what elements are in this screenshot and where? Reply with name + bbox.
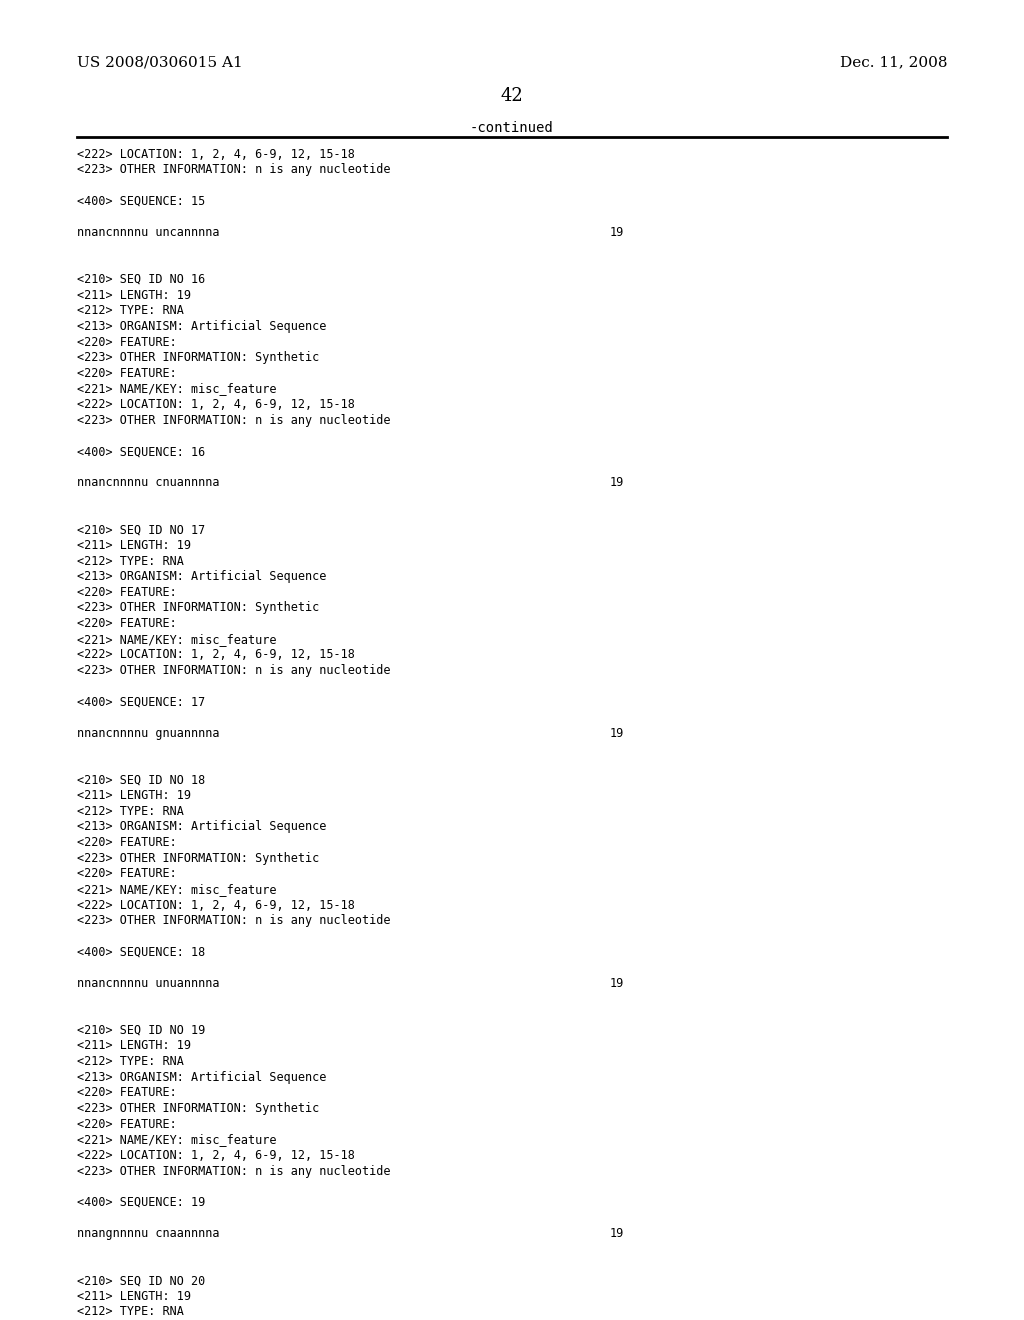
Text: 42: 42: [501, 87, 523, 106]
Text: nnangnnnnu cnaannnna: nnangnnnnu cnaannnna: [77, 1228, 219, 1239]
Text: <212> TYPE: RNA: <212> TYPE: RNA: [77, 805, 183, 818]
Text: 19: 19: [609, 1228, 624, 1239]
Text: nnancnnnnu gnuannnna: nnancnnnnu gnuannnna: [77, 726, 219, 739]
Text: <212> TYPE: RNA: <212> TYPE: RNA: [77, 554, 183, 568]
Text: <400> SEQUENCE: 16: <400> SEQUENCE: 16: [77, 445, 205, 458]
Text: <223> OTHER INFORMATION: n is any nucleotide: <223> OTHER INFORMATION: n is any nucleo…: [77, 915, 390, 927]
Text: <211> LENGTH: 19: <211> LENGTH: 19: [77, 789, 190, 803]
Text: <220> FEATURE:: <220> FEATURE:: [77, 1118, 176, 1131]
Text: <223> OTHER INFORMATION: Synthetic: <223> OTHER INFORMATION: Synthetic: [77, 602, 319, 614]
Text: <212> TYPE: RNA: <212> TYPE: RNA: [77, 304, 183, 317]
Text: <211> LENGTH: 19: <211> LENGTH: 19: [77, 539, 190, 552]
Text: 19: 19: [609, 226, 624, 239]
Text: Dec. 11, 2008: Dec. 11, 2008: [840, 55, 947, 70]
Text: <400> SEQUENCE: 17: <400> SEQUENCE: 17: [77, 696, 205, 709]
Text: <400> SEQUENCE: 19: <400> SEQUENCE: 19: [77, 1196, 205, 1209]
Text: <223> OTHER INFORMATION: n is any nucleotide: <223> OTHER INFORMATION: n is any nucleo…: [77, 664, 390, 677]
Text: <220> FEATURE:: <220> FEATURE:: [77, 367, 176, 380]
Text: 19: 19: [609, 477, 624, 490]
Text: <220> FEATURE:: <220> FEATURE:: [77, 586, 176, 599]
Text: <400> SEQUENCE: 15: <400> SEQUENCE: 15: [77, 195, 205, 207]
Text: <211> LENGTH: 19: <211> LENGTH: 19: [77, 289, 190, 301]
Text: <211> LENGTH: 19: <211> LENGTH: 19: [77, 1290, 190, 1303]
Text: 19: 19: [609, 977, 624, 990]
Text: <213> ORGANISM: Artificial Sequence: <213> ORGANISM: Artificial Sequence: [77, 1071, 327, 1084]
Text: <210> SEQ ID NO 20: <210> SEQ ID NO 20: [77, 1274, 205, 1287]
Text: <212> TYPE: RNA: <212> TYPE: RNA: [77, 1305, 183, 1319]
Text: <220> FEATURE:: <220> FEATURE:: [77, 618, 176, 630]
Text: <222> LOCATION: 1, 2, 4, 6-9, 12, 15-18: <222> LOCATION: 1, 2, 4, 6-9, 12, 15-18: [77, 1148, 354, 1162]
Text: <210> SEQ ID NO 16: <210> SEQ ID NO 16: [77, 273, 205, 286]
Text: <220> FEATURE:: <220> FEATURE:: [77, 1086, 176, 1100]
Text: <223> OTHER INFORMATION: Synthetic: <223> OTHER INFORMATION: Synthetic: [77, 1102, 319, 1115]
Text: <221> NAME/KEY: misc_feature: <221> NAME/KEY: misc_feature: [77, 883, 276, 896]
Text: <220> FEATURE:: <220> FEATURE:: [77, 867, 176, 880]
Text: <223> OTHER INFORMATION: n is any nucleotide: <223> OTHER INFORMATION: n is any nucleo…: [77, 413, 390, 426]
Text: <210> SEQ ID NO 17: <210> SEQ ID NO 17: [77, 523, 205, 536]
Text: <400> SEQUENCE: 18: <400> SEQUENCE: 18: [77, 945, 205, 958]
Text: <213> ORGANISM: Artificial Sequence: <213> ORGANISM: Artificial Sequence: [77, 821, 327, 833]
Text: <222> LOCATION: 1, 2, 4, 6-9, 12, 15-18: <222> LOCATION: 1, 2, 4, 6-9, 12, 15-18: [77, 399, 354, 411]
Text: <210> SEQ ID NO 19: <210> SEQ ID NO 19: [77, 1024, 205, 1036]
Text: 19: 19: [609, 726, 624, 739]
Text: <220> FEATURE:: <220> FEATURE:: [77, 836, 176, 849]
Text: <213> ORGANISM: Artificial Sequence: <213> ORGANISM: Artificial Sequence: [77, 319, 327, 333]
Text: <211> LENGTH: 19: <211> LENGTH: 19: [77, 1039, 190, 1052]
Text: <221> NAME/KEY: misc_feature: <221> NAME/KEY: misc_feature: [77, 632, 276, 645]
Text: <222> LOCATION: 1, 2, 4, 6-9, 12, 15-18: <222> LOCATION: 1, 2, 4, 6-9, 12, 15-18: [77, 648, 354, 661]
Text: <210> SEQ ID NO 18: <210> SEQ ID NO 18: [77, 774, 205, 787]
Text: <220> FEATURE:: <220> FEATURE:: [77, 335, 176, 348]
Text: <223> OTHER INFORMATION: Synthetic: <223> OTHER INFORMATION: Synthetic: [77, 351, 319, 364]
Text: US 2008/0306015 A1: US 2008/0306015 A1: [77, 55, 243, 70]
Text: <222> LOCATION: 1, 2, 4, 6-9, 12, 15-18: <222> LOCATION: 1, 2, 4, 6-9, 12, 15-18: [77, 899, 354, 912]
Text: <223> OTHER INFORMATION: n is any nucleotide: <223> OTHER INFORMATION: n is any nucleo…: [77, 1164, 390, 1177]
Text: nnancnnnnu cnuannnna: nnancnnnnu cnuannnna: [77, 477, 219, 490]
Text: <213> ORGANISM: Artificial Sequence: <213> ORGANISM: Artificial Sequence: [77, 570, 327, 583]
Text: <212> TYPE: RNA: <212> TYPE: RNA: [77, 1055, 183, 1068]
Text: nnancnnnnu unuannnna: nnancnnnnu unuannnna: [77, 977, 219, 990]
Text: <221> NAME/KEY: misc_feature: <221> NAME/KEY: misc_feature: [77, 1134, 276, 1146]
Text: <221> NAME/KEY: misc_feature: <221> NAME/KEY: misc_feature: [77, 383, 276, 396]
Text: <223> OTHER INFORMATION: n is any nucleotide: <223> OTHER INFORMATION: n is any nucleo…: [77, 164, 390, 177]
Text: <222> LOCATION: 1, 2, 4, 6-9, 12, 15-18: <222> LOCATION: 1, 2, 4, 6-9, 12, 15-18: [77, 148, 354, 161]
Text: <223> OTHER INFORMATION: Synthetic: <223> OTHER INFORMATION: Synthetic: [77, 851, 319, 865]
Text: -continued: -continued: [470, 121, 554, 136]
Text: nnancnnnnu uncannnna: nnancnnnnu uncannnna: [77, 226, 219, 239]
